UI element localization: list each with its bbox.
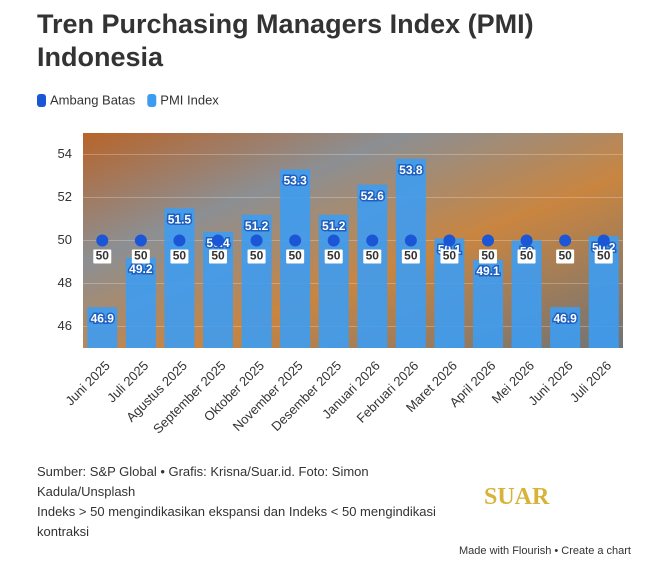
- threshold-dot: [482, 234, 494, 247]
- threshold-label-box: [556, 249, 575, 264]
- chart: Ambang Batas PMI Index464850525446.949.25…: [37, 92, 623, 437]
- legend-label: Ambang Batas: [50, 92, 136, 107]
- threshold-label-box: [93, 249, 112, 264]
- value-label: 49.2: [129, 262, 153, 276]
- logo: SUAR: [484, 484, 550, 510]
- threshold-label: 50: [443, 249, 457, 263]
- bar: [164, 208, 195, 348]
- threshold-dot: [327, 234, 340, 247]
- threshold-label: 50: [597, 249, 611, 263]
- threshold-dot: [404, 234, 417, 247]
- threshold-label: 50: [558, 249, 572, 263]
- threshold-label-box: [324, 249, 343, 264]
- threshold-dot: [520, 234, 533, 247]
- footer: Sumber: S&P Global • Grafis: Krisna/Suar…: [37, 462, 437, 542]
- threshold-label: 50: [211, 249, 225, 263]
- chart-title: Tren Purchasing Managers Index (PMI) Ind…: [37, 9, 534, 72]
- threshold-dot: [173, 234, 186, 247]
- value-label: 51.2: [245, 219, 269, 233]
- value-label: 51.2: [322, 219, 346, 233]
- threshold-label: 50: [520, 249, 534, 263]
- bar: [473, 259, 503, 348]
- credit[interactable]: Made with Flourish • Create a chart: [459, 545, 631, 557]
- y-tick-label: 46: [58, 318, 72, 333]
- value-label: 52.6: [361, 189, 385, 203]
- note: Indeks > 50 mengindikasikan ekspansi dan…: [37, 504, 436, 539]
- threshold-dot: [559, 234, 572, 247]
- threshold-label-box: [247, 249, 266, 264]
- threshold-label-box: [517, 249, 536, 264]
- threshold-label: 50: [404, 249, 418, 263]
- threshold-dot: [134, 234, 147, 247]
- y-tick-label: 48: [58, 275, 72, 290]
- value-label: 53.8: [399, 163, 423, 177]
- threshold-label-box: [209, 249, 227, 264]
- threshold-dot: [212, 234, 224, 247]
- threshold-label: 50: [327, 249, 341, 263]
- x-tick-label: Juli 2026: [567, 358, 614, 405]
- bar: [357, 184, 388, 348]
- threshold-dot: [250, 234, 263, 247]
- threshold-label-box: [170, 249, 189, 264]
- bar: [125, 257, 156, 348]
- threshold-dot: [289, 234, 302, 247]
- threshold-dot: [96, 234, 109, 247]
- bar: [87, 307, 118, 348]
- threshold-label: 50: [96, 249, 110, 263]
- value-label: 46.9: [553, 311, 577, 325]
- threshold-label-box: [363, 249, 382, 264]
- y-tick-label: 52: [58, 189, 72, 204]
- threshold-label: 50: [250, 249, 264, 263]
- value-label: 51.5: [168, 212, 192, 226]
- x-tick-label: Juni 2025: [62, 358, 112, 408]
- source: Sumber: S&P Global • Grafis: Krisna/Suar…: [37, 464, 369, 499]
- legend-swatch: [37, 94, 46, 107]
- threshold-label: 50: [134, 249, 148, 263]
- threshold-label: 50: [366, 249, 380, 263]
- threshold-dot: [443, 234, 456, 247]
- bar: [550, 307, 581, 348]
- legend-swatch: [147, 94, 157, 107]
- threshold-label-box: [594, 249, 613, 264]
- value-label: 53.3: [283, 174, 307, 188]
- threshold-label: 50: [173, 249, 187, 263]
- y-tick-label: 54: [58, 146, 72, 161]
- threshold-dot: [366, 234, 379, 247]
- threshold-label-box: [401, 249, 420, 264]
- threshold-dot: [597, 234, 610, 247]
- value-label: 46.9: [91, 311, 115, 325]
- threshold-label: 50: [288, 249, 302, 263]
- y-tick-label: 50: [58, 232, 72, 247]
- threshold-label-box: [286, 249, 305, 264]
- threshold-label: 50: [481, 249, 495, 263]
- threshold-label-box: [440, 249, 459, 264]
- threshold-label-box: [131, 249, 150, 264]
- legend-label: PMI Index: [160, 92, 219, 107]
- threshold-label-box: [479, 249, 497, 264]
- value-label: 49.1: [476, 264, 500, 278]
